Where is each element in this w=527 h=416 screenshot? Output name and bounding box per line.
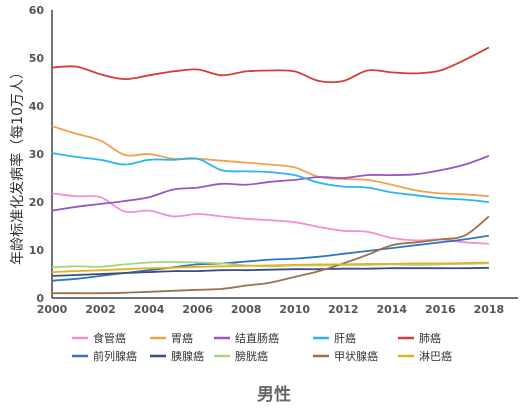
y-axis-label: 年龄标准化发病率（每10万人） [9,65,26,265]
x-tick-label: 2016 [425,303,456,316]
y-tick-label: 30 [29,148,45,161]
x-tick-label: 2004 [134,303,165,316]
series-line-3 [51,152,489,203]
legend-label-9: 淋巴癌 [419,349,452,363]
series-line-9 [51,261,489,273]
legend-label-7: 膀胱癌 [235,349,268,363]
series-lines [51,46,490,295]
legend-label-3: 肝癌 [334,331,356,345]
y-tick-label: 20 [29,196,45,209]
y-tick-label: 40 [29,100,45,113]
y-tick-label: 50 [29,52,45,65]
x-tick-label: 2008 [231,303,262,316]
x-tick-label: 2002 [85,303,116,316]
legend-label-1: 胃癌 [171,331,193,345]
x-tick-label: 2012 [328,303,359,316]
x-tick-label: 2018 [474,303,505,316]
legend-label-0: 食管癌 [93,331,126,345]
series-line-6 [51,266,489,277]
legend-label-4: 肺癌 [419,331,441,345]
x-tick-labels: 2000 2002 2004 2006 2008 2010 2012 2014 2016 2018 [37,303,505,316]
series-line-0 [51,192,489,245]
x-tick-label: 2000 [37,303,68,316]
chart-caption: 男性 [257,384,291,405]
series-line-2 [51,155,490,212]
axes [51,10,518,299]
legend-label-6: 胰腺癌 [171,349,204,363]
legend-label-5: 前列腺癌 [93,349,137,363]
y-tick-label: 10 [29,244,45,257]
y-tick-label: 60 [29,4,45,17]
y-tick-labels: 0 10 20 30 40 50 60 [29,4,45,305]
y-tick-label: 0 [36,292,44,305]
legend-label-8: 甲状腺癌 [334,349,378,363]
series-line-1 [51,125,489,198]
legend-label-2: 结直肠癌 [235,331,279,345]
series-line-8 [52,215,490,295]
x-tick-label: 2006 [182,303,213,316]
series-line-4 [51,46,490,84]
x-tick-label: 2010 [279,303,310,316]
x-tick-label: 2014 [376,303,407,316]
